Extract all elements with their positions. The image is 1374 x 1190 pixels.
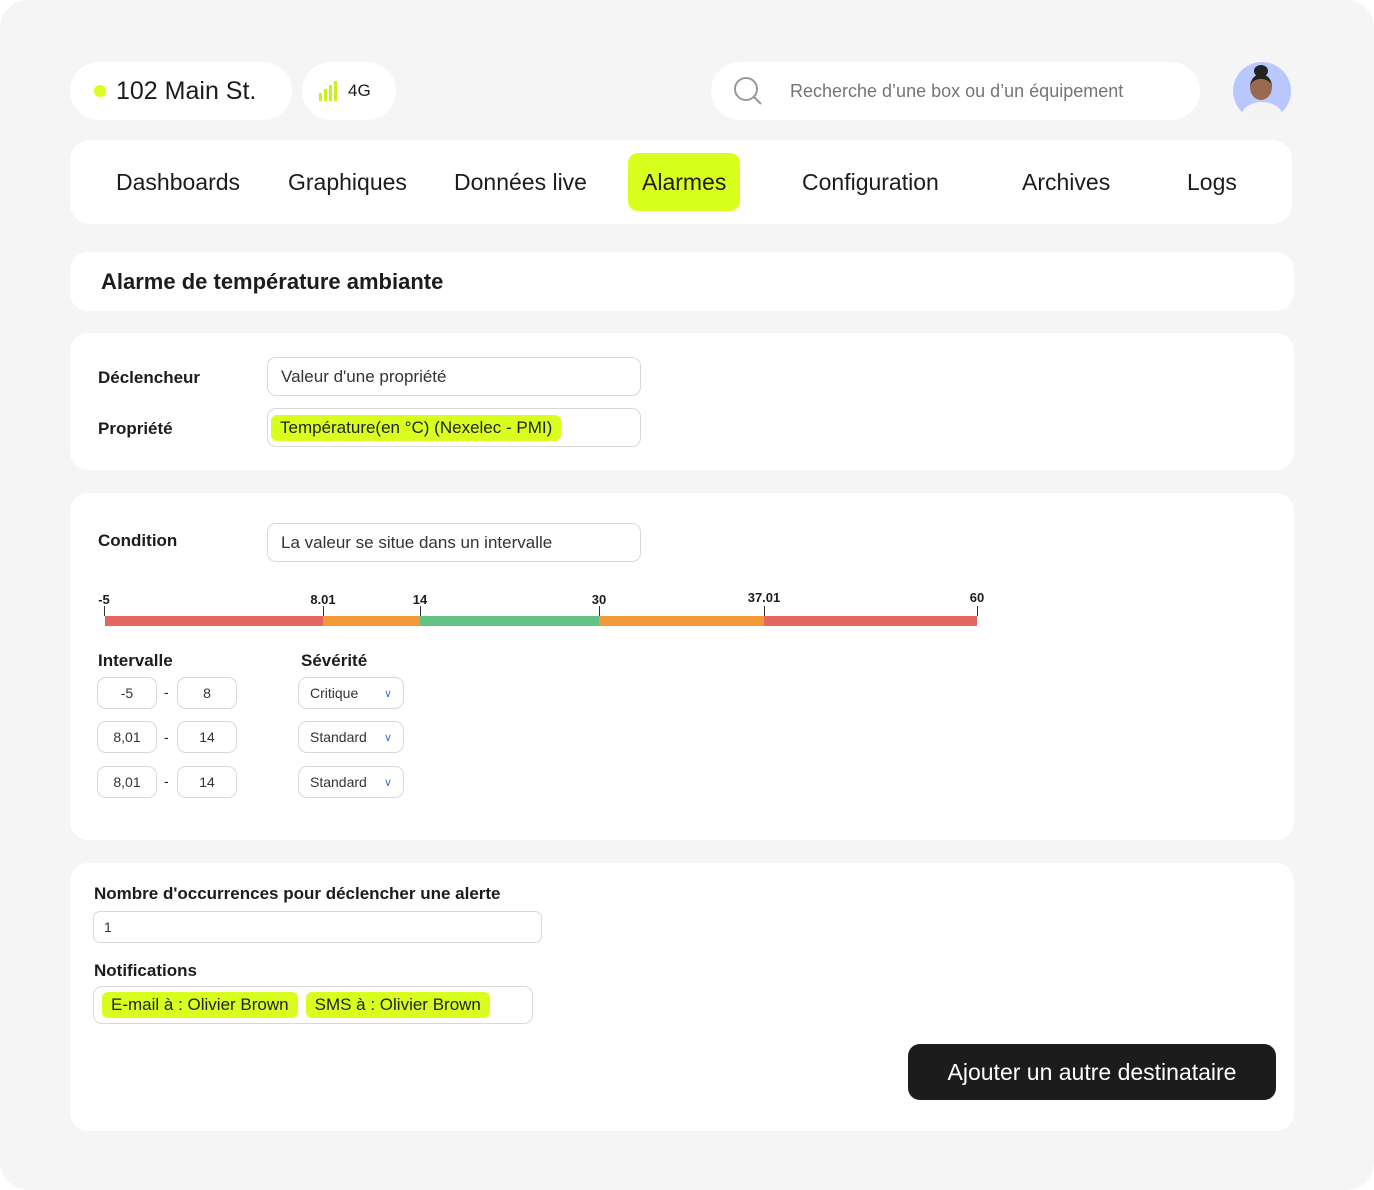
- severity-value: Standard: [310, 774, 367, 790]
- network-label: 4G: [348, 81, 371, 100]
- occurrences-input[interactable]: 1: [93, 911, 542, 943]
- scale-tick: [764, 606, 765, 616]
- tab-alarmes[interactable]: Alarmes: [628, 153, 741, 211]
- condition-card: [70, 493, 1294, 840]
- tab-graphiques[interactable]: Graphiques: [288, 168, 407, 195]
- severity-select[interactable]: Standard ∨: [298, 766, 404, 798]
- scale-segment: [764, 616, 977, 626]
- scale-tick: [323, 606, 324, 616]
- interval-label: Intervalle: [98, 651, 173, 670]
- condition-label: Condition: [98, 531, 178, 550]
- chevron-down-icon: ∨: [383, 776, 392, 789]
- trigger-select[interactable]: Valeur d'une propriété: [267, 357, 641, 396]
- condition-value: La valeur se situe dans un intervalle: [281, 532, 553, 552]
- interval-min-input[interactable]: 8,01: [97, 721, 157, 753]
- scale-segment: [599, 616, 764, 626]
- scale-segment: [420, 616, 599, 626]
- tab-donnees-live[interactable]: Données live: [454, 168, 587, 195]
- notifications-label: Notifications: [94, 961, 197, 980]
- tab-configuration[interactable]: Configuration: [802, 168, 939, 195]
- scale-tick: [104, 606, 105, 616]
- trigger-card: [70, 333, 1294, 470]
- add-recipient-button[interactable]: Ajouter un autre destinataire: [908, 1044, 1276, 1100]
- severity-select[interactable]: Standard ∨: [298, 721, 404, 753]
- range-dash: -: [164, 684, 169, 700]
- interval-max-input[interactable]: 8: [177, 677, 237, 709]
- interval-max-input[interactable]: 14: [177, 721, 237, 753]
- network-pill: 4G: [302, 62, 396, 120]
- condition-select[interactable]: La valeur se situe dans un intervalle: [267, 523, 641, 562]
- notification-chip[interactable]: SMS à : Olivier Brown: [305, 992, 490, 1018]
- scale-tick-label: -5: [98, 592, 110, 607]
- location-name: 102 Main St.: [116, 76, 257, 105]
- severity-select[interactable]: Critique ∨: [298, 677, 404, 709]
- tab-dashboards[interactable]: Dashboards: [116, 168, 241, 195]
- property-label: Propriété: [98, 419, 173, 438]
- scale-segment: [105, 616, 323, 626]
- scale-tick-label: 8.01: [310, 592, 336, 607]
- severity-label: Sévérité: [301, 651, 368, 670]
- scale-tick: [420, 606, 421, 616]
- scale-tick: [977, 606, 978, 616]
- chevron-down-icon: ∨: [383, 731, 392, 744]
- scale-tick-label: 30: [591, 592, 607, 607]
- avatar[interactable]: [1233, 62, 1291, 120]
- scale-tick: [599, 606, 600, 616]
- notification-chip[interactable]: E-mail à : Olivier Brown: [102, 992, 298, 1018]
- status-dot-icon: [94, 85, 106, 97]
- severity-value: Critique: [310, 685, 359, 701]
- severity-value: Standard: [310, 729, 367, 745]
- search-bar[interactable]: [711, 62, 1200, 120]
- tab-logs[interactable]: Logs: [1187, 168, 1237, 195]
- scale-tick-label: 37.01: [747, 590, 781, 605]
- interval-min-input[interactable]: 8,01: [97, 766, 157, 798]
- scale-tick-label: 60: [969, 590, 985, 605]
- trigger-value: Valeur d'une propriété: [281, 366, 447, 386]
- search-icon: [734, 77, 762, 105]
- trigger-label: Déclencheur: [98, 368, 201, 387]
- page-title: Alarme de température ambiante: [101, 269, 444, 294]
- range-dash: -: [164, 729, 169, 745]
- property-select[interactable]: Température(en °C) (Nexelec - PMI): [267, 408, 641, 447]
- search-input[interactable]: [790, 80, 1190, 102]
- scale-tick-label: 14: [412, 592, 428, 607]
- occurrences-label: Nombre d'occurrences pour déclencher une…: [94, 884, 501, 903]
- tab-archives[interactable]: Archives: [1022, 168, 1111, 195]
- property-chip[interactable]: Température(en °C) (Nexelec - PMI): [271, 414, 562, 441]
- main-nav: Dashboards Graphiques Données live Alarm…: [70, 140, 1292, 224]
- range-dash: -: [164, 773, 169, 789]
- chevron-down-icon: ∨: [383, 687, 392, 700]
- alarm-title-card: Alarme de température ambiante: [70, 252, 1294, 311]
- scale-segment: [323, 616, 420, 626]
- interval-max-input[interactable]: 14: [177, 766, 237, 798]
- interval-min-input[interactable]: -5: [97, 677, 157, 709]
- location-pill[interactable]: 102 Main St.: [70, 62, 292, 120]
- notifications-field[interactable]: E-mail à : Olivier Brown SMS à : Olivier…: [93, 986, 533, 1024]
- signal-icon: [319, 81, 337, 101]
